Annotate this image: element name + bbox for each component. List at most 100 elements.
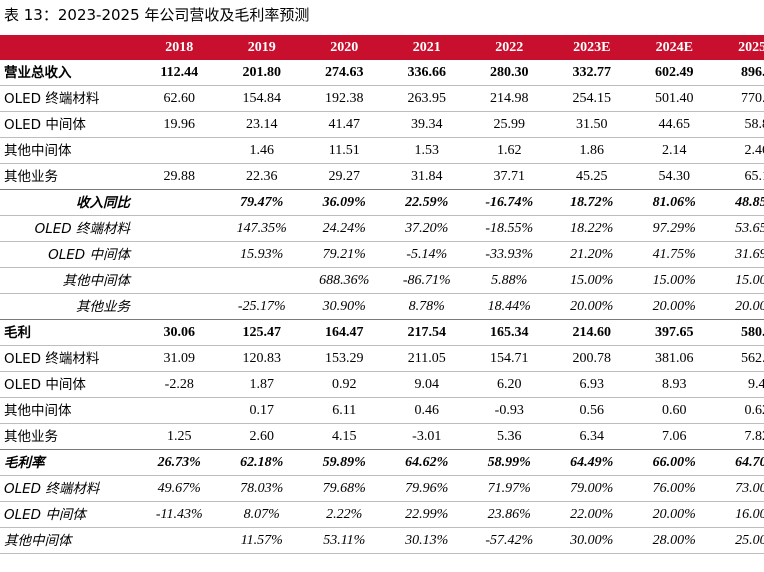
table-cell: 25.00%	[735, 533, 764, 548]
row-rule	[0, 423, 764, 424]
table-cell: 0.92	[332, 377, 357, 392]
table-cell: 58.8	[744, 117, 764, 132]
row-rule	[0, 137, 764, 138]
table-cell: 76.00%	[652, 481, 696, 496]
table-cell: 19.96	[163, 117, 196, 132]
table-cell: 332.77	[572, 65, 612, 80]
table-cell: 29.27	[328, 169, 361, 184]
table-cell: 18.22%	[570, 221, 614, 236]
table-cell: 54.30	[658, 169, 691, 184]
table-cell: 36.09%	[322, 195, 366, 210]
row-label: 毛利	[4, 325, 31, 341]
table-cell: 211.05	[407, 351, 446, 366]
table-cell: 44.65	[658, 117, 691, 132]
row-rule	[0, 449, 764, 450]
table-cell: 8.78%	[408, 299, 445, 314]
table-cell: 1.86	[579, 143, 605, 158]
row-rule	[0, 527, 764, 528]
table-cell: 153.29	[325, 351, 364, 366]
table-cell: 18.72%	[570, 195, 614, 210]
table-cell: 62.18%	[240, 455, 284, 470]
table-cell: 2.46	[744, 143, 764, 158]
row-rule	[0, 215, 764, 216]
table-cell: 16.00%	[735, 507, 764, 522]
table-cell: 5.88%	[491, 273, 528, 288]
table-cell: 66.00%	[652, 455, 696, 470]
row-label: OLED 中间体	[4, 117, 86, 133]
table-cell: 214.98	[490, 91, 529, 106]
table-cell: 2.60	[249, 429, 275, 444]
row-rule	[0, 85, 764, 86]
table-cell: 11.51	[328, 143, 360, 158]
row-label: OLED 终端材料	[34, 221, 130, 237]
row-label: 其他业务	[4, 429, 58, 445]
table-cell: 1.25	[167, 429, 192, 444]
table-cell: 112.44	[160, 65, 199, 80]
table-cell: 4.15	[332, 429, 357, 444]
row-rule	[0, 553, 764, 554]
table-cell: 501.40	[655, 91, 694, 106]
table-cell: 22.00%	[570, 507, 614, 522]
table-cell: 201.80	[242, 65, 282, 80]
table-cell: 71.97%	[487, 481, 531, 496]
table-cell: 254.15	[572, 91, 612, 106]
table-cell	[138, 242, 221, 268]
table-cell: 30.00%	[570, 533, 614, 548]
table-cell: 336.66	[407, 65, 447, 80]
table-cell: -3.01	[412, 429, 442, 444]
table-cell	[138, 190, 221, 216]
table-cell: 22.36	[246, 169, 278, 184]
table-cell: 64.70%	[735, 455, 764, 470]
table-cell: 30.06	[163, 325, 196, 340]
table-cell: 41.47	[328, 117, 361, 132]
table-cell	[138, 294, 221, 320]
table-cell: -25.17%	[237, 299, 286, 314]
table-cell: 20.00%	[652, 299, 696, 314]
row-label: OLED 中间体	[48, 247, 130, 263]
table-cell: 0.46	[414, 403, 440, 418]
table-cell: 6.20	[497, 377, 522, 392]
row-label: OLED 中间体	[4, 507, 86, 523]
header-band	[0, 35, 764, 60]
table-cell	[221, 268, 304, 294]
table-cell: 39.34	[411, 117, 443, 132]
table-cell: 15.00%	[735, 273, 764, 288]
table-cell: 1.87	[249, 377, 275, 392]
table-cell: -2.28	[164, 377, 194, 392]
table-cell: 37.20%	[405, 221, 449, 236]
table-cell: 688.36%	[319, 273, 370, 288]
table-cell: -16.74%	[485, 195, 534, 210]
row-label: 其他中间体	[4, 143, 72, 159]
row-rule	[0, 475, 764, 476]
column-header: 2023E	[573, 40, 611, 55]
table-cell: 0.62	[744, 403, 764, 418]
table-cell	[138, 268, 221, 294]
table-cell: 8.07%	[243, 507, 280, 522]
table-cell: 79.47%	[240, 195, 284, 210]
table-cell: 147.35%	[236, 221, 287, 236]
row-label: OLED 终端材料	[4, 481, 100, 497]
row-rule	[0, 345, 764, 346]
table-cell: 154.71	[490, 351, 529, 366]
table-cell: 770.4	[741, 91, 764, 106]
table-cell: 58.99%	[487, 455, 531, 470]
table-cell: 31.84	[411, 169, 443, 184]
table-cell: 120.83	[242, 351, 282, 366]
table-cell	[138, 216, 221, 242]
table-cell: 18.44%	[487, 299, 531, 314]
row-label: 其他中间体	[4, 403, 72, 419]
column-header: 2025E	[738, 40, 764, 55]
table-cell: 53.11%	[323, 533, 366, 548]
table-cell	[138, 398, 221, 424]
table-cell: 7.82	[744, 429, 764, 444]
table-cell: 8.93	[662, 377, 687, 392]
table-cell: -33.93%	[485, 247, 534, 262]
table-cell: 896.8	[741, 65, 764, 80]
table-cell: 2.14	[662, 143, 687, 158]
table-cell: -11.43%	[155, 507, 203, 522]
table-cell: 79.21%	[322, 247, 366, 262]
column-header: 2020	[330, 40, 359, 55]
table-cell: 9.04	[414, 377, 440, 392]
row-label: 其他中间体	[4, 533, 72, 549]
row-rule	[0, 241, 764, 242]
